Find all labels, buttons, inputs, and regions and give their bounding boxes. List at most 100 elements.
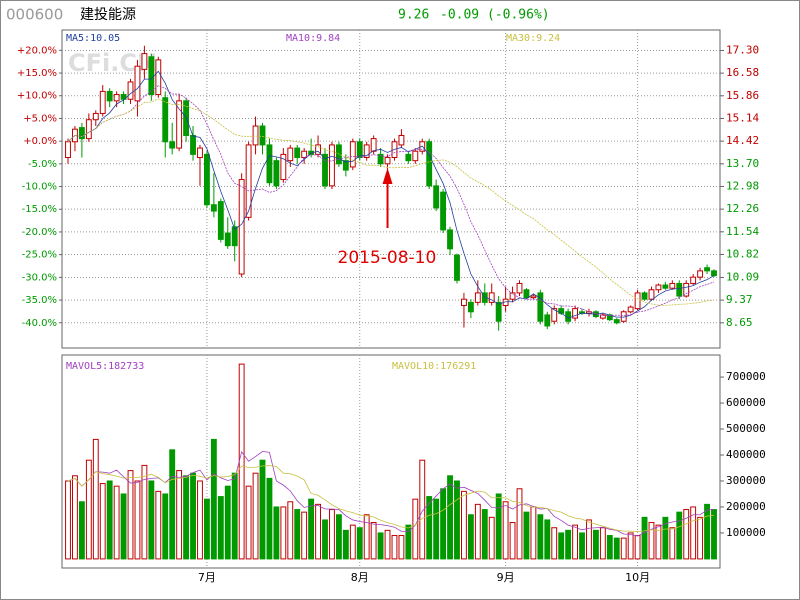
volume-panel	[61, 354, 721, 569]
ma-label: MA10:9.84	[286, 33, 340, 44]
volume-bar	[592, 529, 599, 560]
y2-tick-label: -25.0%	[22, 250, 57, 261]
candle-body	[78, 127, 85, 140]
candle-body	[697, 270, 704, 278]
volume-bar	[467, 514, 474, 560]
candle-body	[488, 292, 495, 303]
candle-body	[176, 100, 183, 149]
volume-bar	[349, 524, 356, 560]
volume-bar	[217, 496, 224, 560]
y-tick-label: 700000	[726, 370, 766, 383]
y2-tick-label: -35.0%	[22, 295, 57, 306]
candle-body	[669, 282, 676, 289]
candle-body	[662, 284, 669, 289]
volume-bar	[78, 501, 85, 560]
y-tick-label: 100000	[726, 526, 766, 539]
candle-body	[287, 147, 294, 162]
volume-bar	[252, 472, 259, 560]
volume-bar	[669, 527, 676, 560]
candle-body	[224, 232, 231, 247]
candle-body	[599, 314, 606, 319]
volume-bar	[502, 501, 509, 560]
candle-body	[405, 153, 412, 162]
candle-body	[516, 282, 523, 294]
volume-bar	[641, 516, 648, 560]
candle-body	[440, 191, 447, 231]
candle-body	[280, 153, 287, 181]
volume-bar	[613, 537, 620, 560]
volume-bar	[676, 511, 683, 560]
volume-bar	[266, 477, 273, 560]
volume-bar	[461, 490, 467, 560]
candle-body	[315, 144, 321, 155]
y-tick-label: 600000	[726, 396, 766, 409]
candle-body	[447, 229, 453, 250]
y2-tick-label: +5.0%	[23, 113, 57, 124]
volume-bar	[169, 449, 176, 560]
volume-bar	[690, 506, 697, 560]
volume-bar	[134, 480, 141, 560]
candle-body	[377, 153, 384, 165]
candle-body	[245, 144, 252, 218]
y-tick-label: 11.54	[726, 225, 759, 238]
candle-body	[690, 276, 697, 284]
volume-bar	[176, 470, 183, 560]
volume-bar	[634, 535, 641, 560]
y-tick-label: 500000	[726, 422, 766, 435]
volume-bar	[516, 488, 523, 560]
y2-tick-label: +10.0%	[17, 91, 57, 102]
volume-bar	[85, 459, 92, 560]
volume-bar	[481, 509, 488, 560]
candle-body	[537, 292, 544, 322]
candle-body	[322, 153, 328, 187]
candle-body	[106, 90, 113, 102]
volume-bar	[92, 438, 99, 560]
candle-body	[217, 201, 224, 240]
volume-bar	[155, 490, 162, 560]
volume-bar	[509, 522, 516, 560]
volume-bar	[363, 514, 370, 560]
y-tick-label: 300000	[726, 474, 766, 487]
candle-body	[259, 125, 266, 146]
mavol-label: MAVOL10:176291	[392, 361, 476, 372]
volume-bar	[412, 498, 419, 560]
volume-bar	[335, 514, 342, 560]
candle-body	[65, 141, 71, 159]
volume-bar	[224, 485, 231, 560]
candle-body	[127, 81, 134, 100]
candle-body	[454, 254, 460, 281]
volume-bar	[572, 524, 579, 560]
candle-body	[197, 147, 203, 159]
candle-body	[683, 282, 690, 297]
volume-bar	[544, 519, 551, 560]
volume-bar	[127, 470, 134, 560]
candle-body	[412, 150, 419, 162]
candle-body	[238, 179, 245, 275]
change-pct: (-0.96%)	[487, 8, 550, 23]
candle-body	[210, 204, 217, 212]
candle-body	[704, 267, 710, 272]
volume-bar	[315, 503, 321, 560]
candle-body	[231, 226, 238, 247]
volume-bar	[120, 493, 127, 560]
candle-body	[641, 292, 648, 300]
volume-bar	[711, 509, 717, 560]
volume-bar	[620, 537, 627, 560]
volume-bar	[190, 472, 196, 560]
annotation: 2015-08-10	[338, 248, 437, 268]
ma-line	[67, 85, 715, 316]
volume-bar	[99, 483, 106, 560]
volume-bar	[599, 527, 606, 560]
y-tick-label: 15.14	[726, 111, 759, 124]
volume-bar	[356, 527, 363, 560]
candle-body	[398, 134, 405, 146]
volume-bar	[231, 472, 238, 560]
candle-body	[711, 270, 717, 277]
price-panel	[61, 29, 721, 349]
candle-body	[509, 292, 516, 300]
volume-bar	[141, 464, 148, 560]
volume-bar	[537, 514, 544, 560]
volume-bar	[203, 498, 210, 560]
